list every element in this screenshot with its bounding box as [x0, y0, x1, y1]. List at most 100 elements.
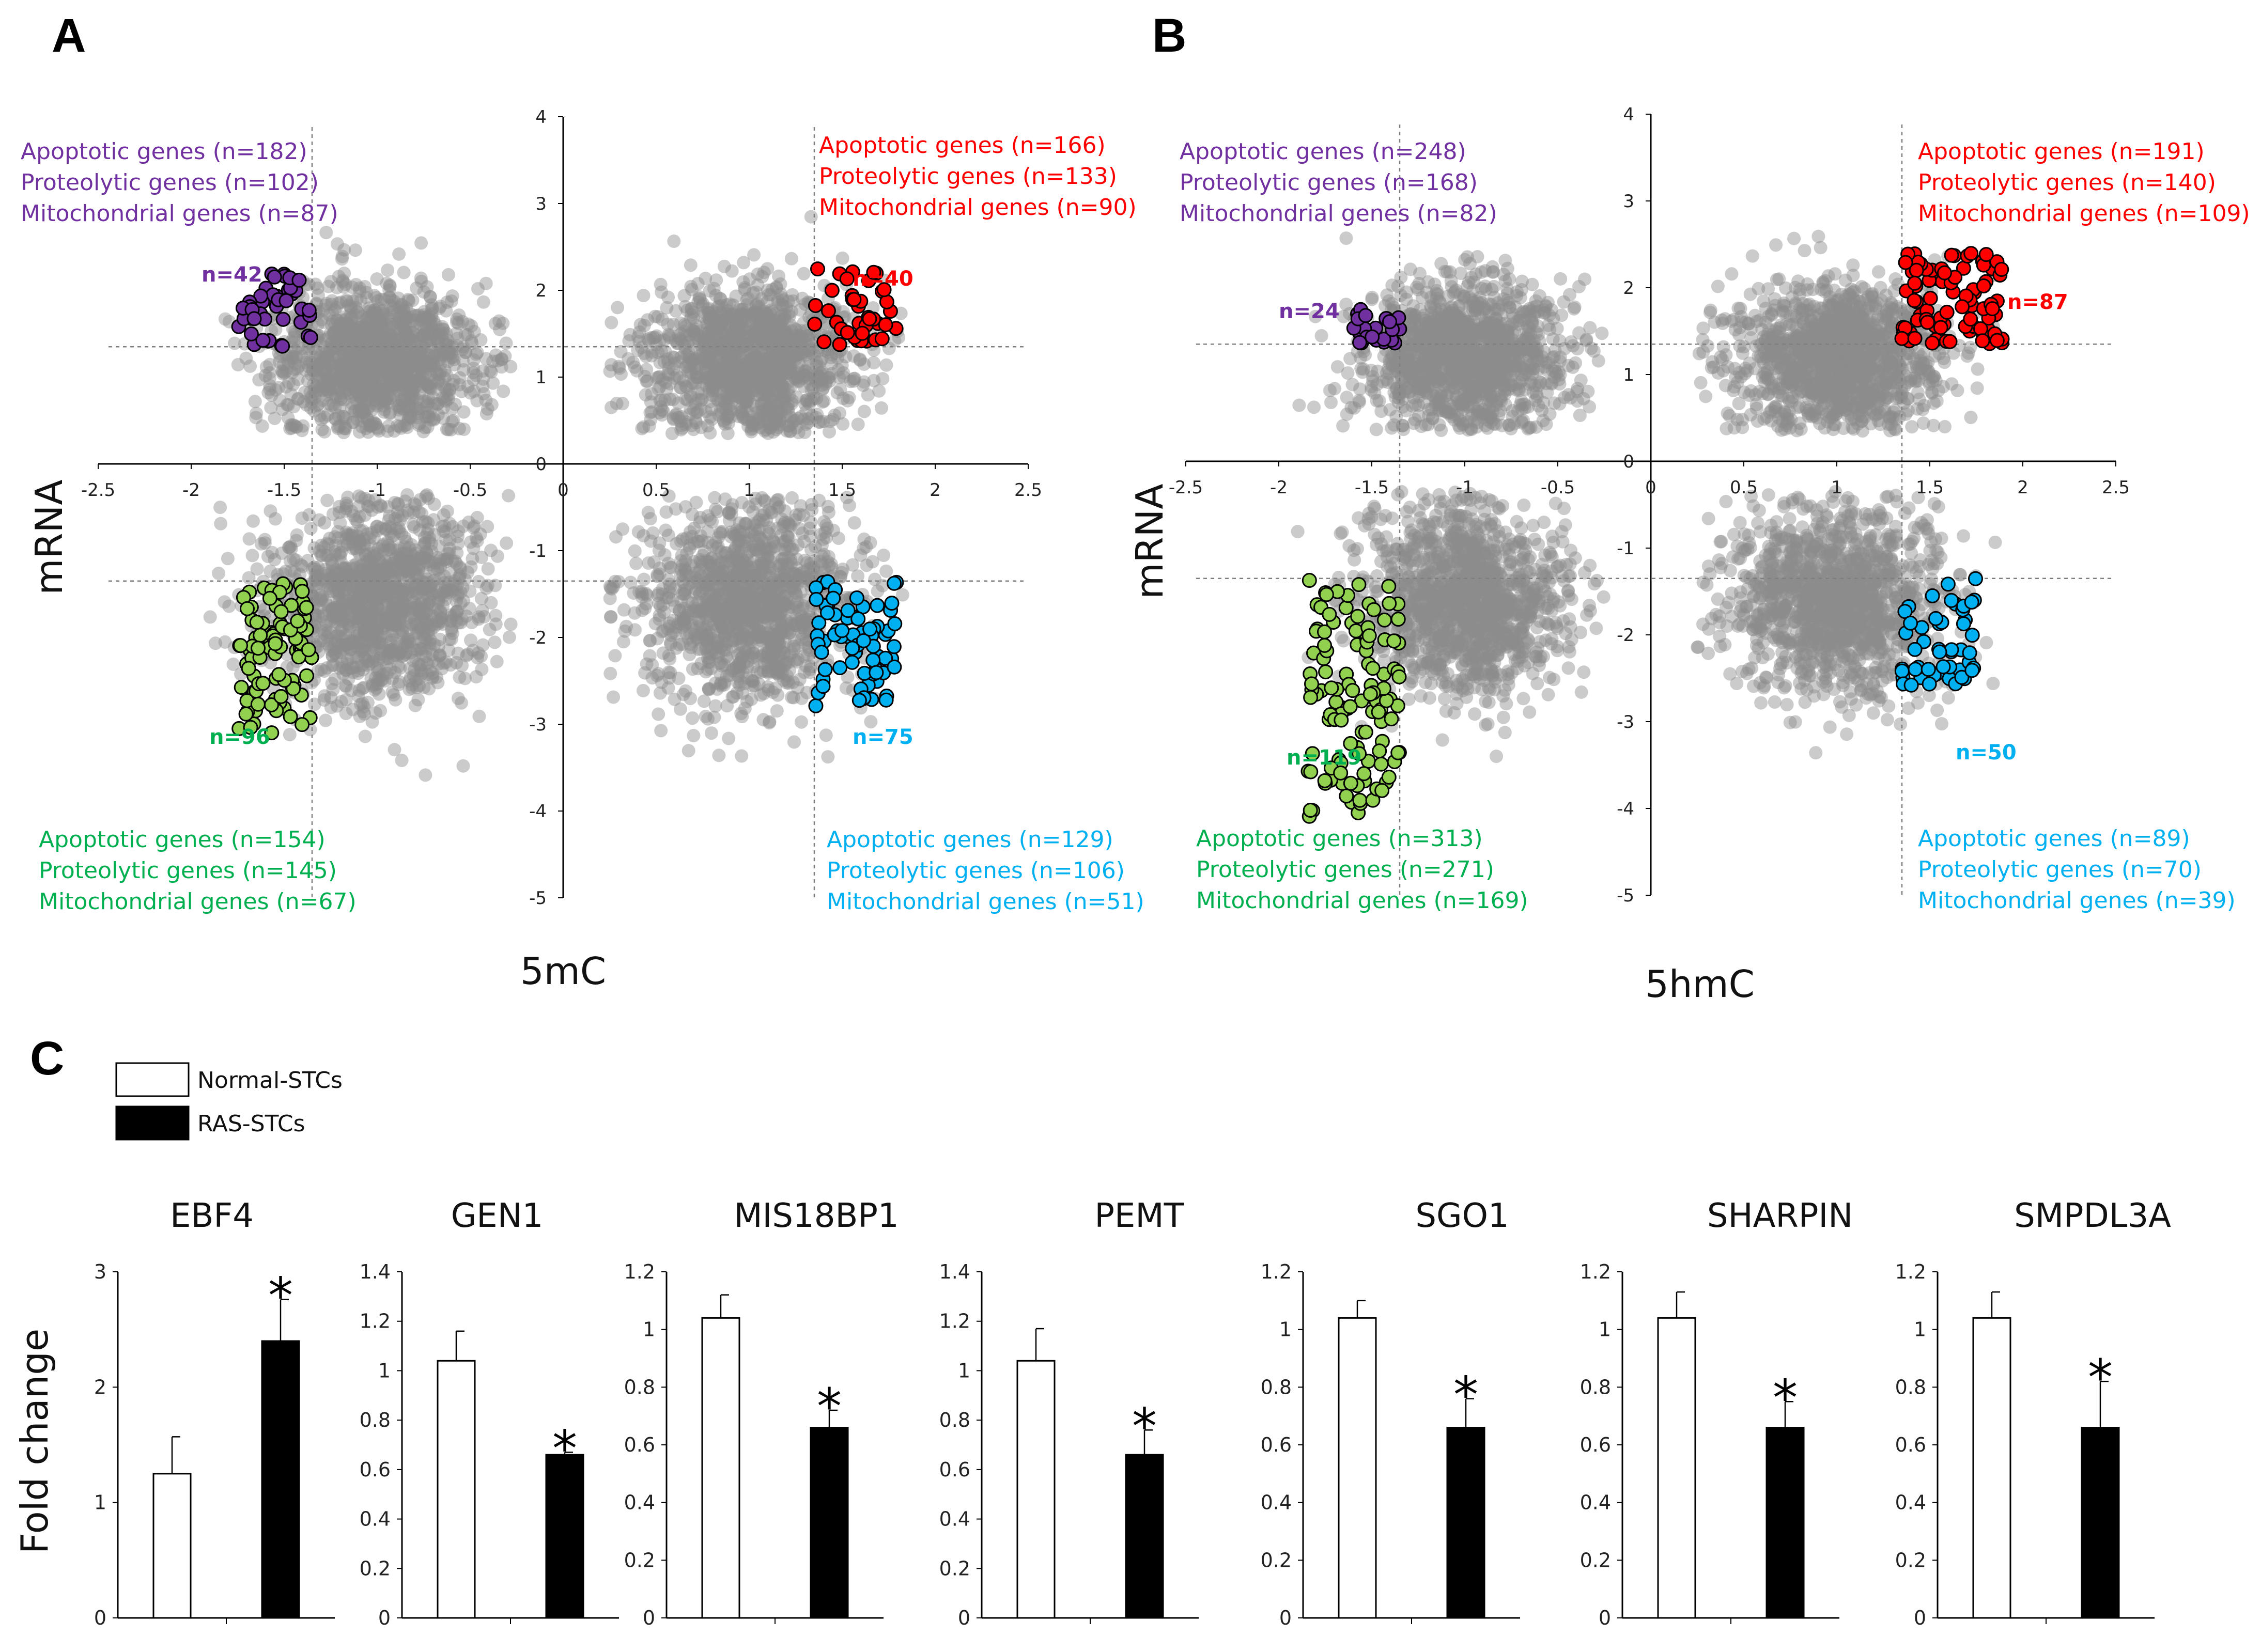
background-point [439, 394, 453, 408]
background-point [402, 391, 416, 404]
background-point [394, 315, 408, 328]
background-point [420, 309, 433, 323]
background-point [351, 369, 365, 383]
background-point [357, 356, 370, 370]
background-point [287, 400, 301, 414]
background-point [348, 346, 362, 360]
background-point [326, 314, 339, 328]
panel-letter-a: A [52, 9, 86, 62]
background-point [502, 630, 516, 644]
background-point [440, 338, 454, 352]
background-point [285, 418, 299, 432]
background-point [797, 267, 811, 280]
background-point [399, 325, 413, 339]
background-point [318, 299, 332, 313]
background-point [787, 735, 801, 749]
background-point [265, 388, 278, 402]
background-point [381, 500, 395, 514]
background-point [372, 333, 386, 347]
background-point [404, 384, 418, 398]
background-point [382, 419, 396, 433]
background-point [417, 322, 431, 336]
background-point [347, 348, 361, 362]
background-point [354, 338, 368, 352]
background-point [374, 315, 388, 329]
background-point [367, 289, 381, 303]
background-point [425, 298, 439, 312]
background-point [393, 419, 407, 433]
background-point [879, 358, 893, 372]
background-point [345, 389, 359, 403]
background-point [311, 372, 324, 386]
background-point [374, 393, 388, 407]
background-point [408, 309, 422, 323]
background-point [340, 294, 354, 308]
background-point [359, 350, 372, 364]
background-point [381, 263, 395, 277]
background-point [379, 333, 393, 347]
background-point [461, 317, 475, 331]
background-point [450, 312, 464, 326]
background-point [337, 380, 351, 394]
background-point [486, 376, 500, 390]
background-point [626, 355, 640, 369]
background-point [365, 353, 379, 367]
background-point [485, 398, 499, 412]
background-point [338, 422, 352, 435]
background-point [750, 417, 764, 431]
background-point [364, 404, 378, 418]
background-point [357, 322, 370, 336]
background-point [684, 258, 698, 272]
background-point [354, 345, 368, 359]
background-point [359, 286, 373, 300]
background-point [421, 349, 435, 362]
background-point [481, 562, 495, 576]
background-point [395, 371, 409, 385]
background-point [439, 304, 453, 318]
background-point [339, 679, 353, 693]
background-point [458, 328, 472, 341]
background-point [415, 371, 429, 385]
background-point [422, 624, 436, 638]
background-point [346, 349, 360, 363]
background-point [212, 566, 226, 580]
background-point [401, 635, 415, 649]
background-point [418, 326, 432, 340]
background-point [817, 394, 831, 408]
background-point [357, 388, 370, 402]
background-point [839, 681, 853, 695]
background-point [365, 306, 379, 320]
background-point [868, 572, 882, 586]
background-point [366, 611, 380, 625]
background-point [351, 364, 365, 378]
background-point [383, 290, 397, 304]
background-point [315, 413, 329, 427]
background-point [361, 377, 375, 391]
background-point [389, 375, 402, 388]
background-point [280, 364, 293, 378]
background-point [360, 349, 374, 363]
background-point [401, 345, 415, 359]
background-point [395, 567, 409, 581]
background-point [426, 391, 440, 404]
background-point [637, 347, 651, 360]
background-point [346, 331, 360, 345]
background-point [419, 335, 432, 349]
background-point [389, 366, 402, 380]
background-point [691, 277, 705, 290]
background-point [242, 571, 256, 585]
background-point [351, 306, 365, 319]
background-point [363, 594, 377, 607]
background-point [495, 352, 509, 366]
background-point [370, 383, 384, 397]
background-point [355, 370, 369, 384]
background-point [346, 350, 360, 364]
background-point [369, 306, 383, 320]
background-point [735, 710, 749, 724]
background-point [218, 312, 232, 326]
background-point [328, 341, 342, 355]
background-point [379, 544, 393, 558]
background-point [755, 403, 769, 417]
background-point [629, 556, 643, 570]
background-point [337, 267, 351, 280]
